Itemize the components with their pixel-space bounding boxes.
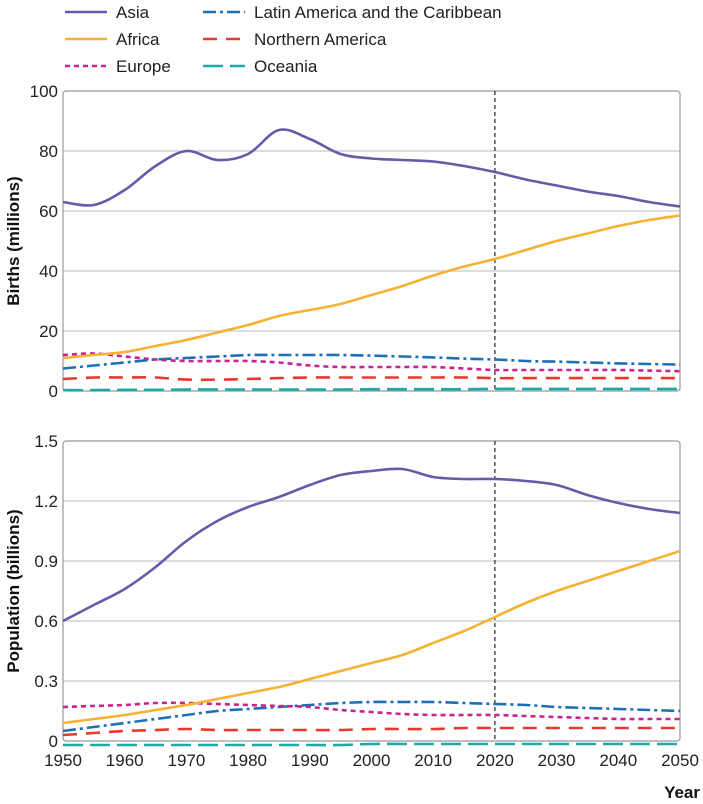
population-y-tick-label: 1.2 (34, 492, 58, 511)
births-series-asia (62, 128, 681, 208)
x-tick-label: 2000 (353, 751, 391, 770)
population-y-tick-label: 0.3 (34, 672, 58, 691)
x-tick-label: 1990 (291, 751, 329, 770)
x-tick-label: 2040 (599, 751, 637, 770)
births-series-oceania (62, 387, 680, 392)
x-axis-title: Year (664, 783, 700, 802)
births-y-tick-label: 80 (39, 142, 58, 161)
x-tick-label: 2050 (661, 751, 699, 770)
births-y-tick-label: 60 (39, 202, 58, 221)
births-panel: 0 20 40 60 80 100 Births (millions) (4, 82, 681, 401)
x-tick-label: 1970 (167, 751, 205, 770)
births-y-tick-label: 0 (49, 382, 58, 401)
births-series-africa (62, 214, 681, 360)
births-y-axis-title: Births (millions) (4, 176, 23, 305)
population-series-europe (62, 701, 680, 721)
population-panel: 0 0.3 0.6 0.9 1.2 1.5 Population (billions) 195… (4, 432, 699, 770)
population-series-latin-america-and-the-caribbean (62, 700, 681, 733)
population-y-tick-label: 0.9 (34, 552, 58, 571)
population-y-tick-label: 1.5 (34, 432, 58, 451)
births-y-tick-label: 100 (30, 82, 58, 101)
population-y-axis-title: Population (billions) (4, 509, 23, 672)
population-y-tick-label: 0.6 (34, 612, 58, 631)
x-tick-label: 2010 (414, 751, 452, 770)
births-y-tick-label: 40 (39, 262, 58, 281)
births-series-europe (62, 352, 681, 373)
x-tick-label: 1980 (229, 751, 267, 770)
population-series-northern-america (62, 726, 681, 737)
legend-label-europe: Europe (116, 57, 171, 76)
legend-label-asia: Asia (116, 3, 150, 22)
legend-label-latin-america-and-the-caribbean: Latin America and the Caribbean (254, 3, 502, 22)
population-y-tick-label: 0 (49, 732, 58, 751)
population-series-africa (62, 549, 681, 725)
legend-label-oceania: Oceania (254, 57, 318, 76)
population-series-oceania (63, 742, 680, 747)
x-tick-label: 1960 (106, 751, 144, 770)
x-tick-label: 1950 (44, 751, 82, 770)
x-tick-label: 2020 (476, 751, 514, 770)
legend: Asia Africa Europe Latin America and the Ca… (65, 3, 502, 76)
population-series-asia (62, 467, 681, 623)
births-series-northern-america (62, 376, 680, 382)
births-plot-frame (62, 90, 681, 392)
population-plot-frame (62, 440, 681, 742)
x-tick-label: 2030 (538, 751, 576, 770)
legend-label-africa: Africa (116, 30, 160, 49)
legend-label-northern-america: Northern America (254, 30, 387, 49)
births-y-tick-label: 20 (39, 322, 58, 341)
